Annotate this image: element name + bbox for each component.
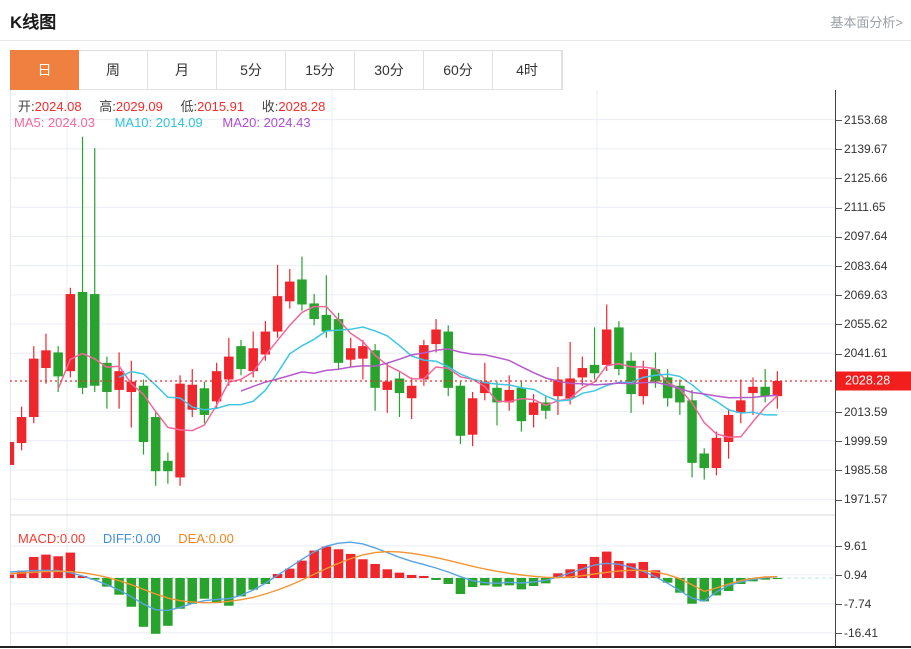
- period-tabbar: 日周月 5分 15分 30分 60分 4时: [10, 50, 563, 90]
- price-tick-2013.59: 2013.59: [836, 405, 887, 419]
- price-tick-1999.59: 1999.59: [836, 434, 887, 448]
- ma10-legend: MA10: 2014.09: [114, 115, 203, 130]
- macd-legend: MACD:0.00 DIFF:0.00 DEA:0.00: [18, 531, 234, 546]
- price-tick-2097.64: 2097.64: [836, 229, 887, 243]
- close-value: 2028.28: [278, 99, 326, 114]
- macd-tick-9.61: 9.61: [836, 539, 867, 553]
- chart-bottom-border: [0, 646, 911, 648]
- title-divider: [0, 40, 911, 41]
- tab-60分[interactable]: 60分: [424, 51, 493, 89]
- high-value: 2029.09: [115, 99, 163, 114]
- tab-30分[interactable]: 30分: [355, 51, 424, 89]
- tab-日[interactable]: 日: [10, 50, 79, 90]
- dea-value: DEA:0.00: [178, 531, 234, 546]
- tab-月[interactable]: 月: [148, 51, 217, 89]
- price-tick-2041.61: 2041.61: [836, 346, 887, 360]
- close-label: 收:: [261, 99, 279, 114]
- ma-legend: MA5: 2024.03 MA10: 2014.09 MA20: 2024.43: [14, 115, 311, 130]
- ohlc-readout: 开:2024.08 高:2029.09 低:2015.91 收:2028.28: [18, 96, 339, 115]
- low-label: 低:: [180, 99, 198, 114]
- fundamental-analysis-link[interactable]: 基本面分析>: [830, 15, 903, 30]
- tab-周[interactable]: 周: [79, 51, 148, 89]
- price-axis: 2153.68 2139.67 2125.66 2111.65 2097.64 2083.…: [835, 90, 911, 647]
- price-tick-2153.68: 2153.68: [836, 113, 887, 127]
- ma20-legend: MA20: 2024.43: [222, 115, 311, 130]
- tab-15分[interactable]: 15分: [286, 51, 355, 89]
- macd-tick--7.74: -7.74: [836, 597, 871, 611]
- high-label: 高:: [99, 99, 116, 114]
- price-tick-2125.66: 2125.66: [836, 171, 887, 185]
- ma5-legend: MA5: 2024.03: [14, 115, 95, 130]
- open-value: 2024.08: [34, 99, 82, 114]
- price-tick-2069.63: 2069.63: [836, 288, 887, 302]
- price-tick-2083.64: 2083.64: [836, 259, 887, 273]
- tab-5分[interactable]: 5分: [217, 51, 286, 89]
- candlestick-macd-chart[interactable]: [10, 90, 835, 647]
- price-tick-1985.58: 1985.58: [836, 463, 887, 477]
- page-title: K线图: [10, 13, 57, 32]
- price-tick-2139.67: 2139.67: [836, 142, 887, 156]
- low-value: 2015.91: [197, 99, 245, 114]
- chart-area[interactable]: [0, 90, 911, 649]
- tab-4时[interactable]: 4时: [493, 51, 562, 89]
- open-label: 开:: [18, 99, 35, 114]
- diff-value: DIFF:0.00: [102, 531, 161, 546]
- macd-tick--16.41: -16.41: [836, 626, 878, 640]
- current-price-badge: 2028.28: [836, 371, 911, 391]
- price-tick-2055.62: 2055.62: [836, 317, 887, 331]
- price-tick-2111.65: 2111.65: [836, 200, 886, 214]
- macd-value: MACD:0.00: [18, 531, 86, 546]
- price-tick-1971.57: 1971.57: [836, 492, 887, 506]
- macd-tick-0.94: 0.94: [836, 568, 867, 582]
